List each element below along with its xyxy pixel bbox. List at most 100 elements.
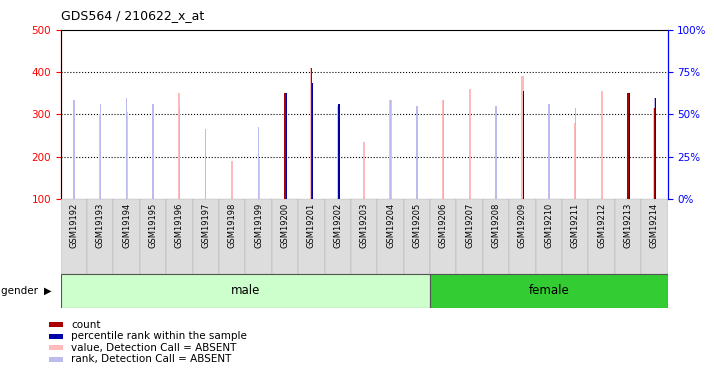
Bar [351, 199, 377, 274]
Bar [483, 199, 509, 274]
Bar [655, 98, 656, 199]
Bar [152, 104, 154, 199]
Bar [403, 199, 430, 274]
Text: GSM19194: GSM19194 [122, 202, 131, 248]
Bar [377, 199, 403, 274]
Bar [114, 199, 140, 274]
Bar [443, 100, 444, 199]
Bar [73, 104, 75, 199]
Bar [99, 114, 101, 199]
Text: GSM19213: GSM19213 [623, 202, 633, 248]
Text: GSM19199: GSM19199 [254, 202, 263, 248]
Bar [389, 100, 391, 199]
Bar [468, 89, 471, 199]
Bar [246, 199, 272, 274]
Bar [231, 161, 233, 199]
Bar [272, 199, 298, 274]
Bar [653, 108, 655, 199]
Text: GSM19192: GSM19192 [69, 202, 79, 248]
Text: ▶: ▶ [44, 286, 52, 296]
Bar [615, 199, 641, 274]
Text: GSM19211: GSM19211 [570, 202, 580, 248]
Bar [258, 159, 260, 199]
Bar [390, 100, 391, 199]
Bar [575, 108, 576, 199]
Text: GSM19206: GSM19206 [439, 202, 448, 248]
Bar [456, 199, 483, 274]
Text: GSM19205: GSM19205 [413, 202, 421, 248]
Text: GSM19195: GSM19195 [149, 202, 158, 248]
Text: GSM19214: GSM19214 [650, 202, 659, 248]
Bar [641, 199, 668, 274]
Bar [338, 104, 340, 199]
Bar [430, 199, 456, 274]
Bar [311, 68, 313, 199]
Bar [284, 93, 286, 199]
Bar [574, 123, 576, 199]
Bar [325, 199, 351, 274]
Bar [87, 199, 114, 274]
Bar [548, 104, 550, 199]
Bar [521, 76, 523, 199]
Bar [629, 93, 630, 199]
Bar [337, 106, 339, 199]
Bar [61, 274, 430, 308]
Text: GSM19212: GSM19212 [597, 202, 606, 248]
Bar [311, 85, 312, 199]
Bar [49, 357, 63, 362]
Bar [126, 98, 127, 199]
Text: count: count [71, 320, 101, 330]
Bar [311, 68, 312, 199]
Bar [178, 93, 181, 199]
Bar [100, 104, 101, 199]
Text: GSM19209: GSM19209 [518, 202, 527, 248]
Bar [49, 334, 63, 339]
Bar [258, 127, 259, 199]
Bar [523, 91, 524, 199]
Bar [178, 108, 180, 199]
Bar [49, 322, 63, 327]
Bar [430, 274, 668, 308]
Bar [562, 199, 588, 274]
Text: GSM19193: GSM19193 [96, 202, 105, 248]
Bar [298, 199, 325, 274]
Text: GSM19202: GSM19202 [333, 202, 342, 248]
Bar [416, 118, 418, 199]
Text: rank, Detection Call = ABSENT: rank, Detection Call = ABSENT [71, 354, 232, 364]
Bar [442, 100, 444, 199]
Bar [49, 345, 63, 350]
Bar [166, 199, 193, 274]
Text: GSM19200: GSM19200 [281, 202, 289, 248]
Bar [588, 199, 615, 274]
Bar [548, 123, 550, 199]
Bar [509, 199, 536, 274]
Text: GSM19204: GSM19204 [386, 202, 395, 248]
Text: GSM19207: GSM19207 [466, 202, 474, 248]
Bar [286, 93, 287, 199]
Text: value, Detection Call = ABSENT: value, Detection Call = ABSENT [71, 343, 237, 353]
Bar [416, 106, 418, 199]
Bar [363, 142, 365, 199]
Bar [219, 199, 246, 274]
Bar [140, 199, 166, 274]
Bar [152, 121, 154, 199]
Bar [312, 83, 313, 199]
Text: percentile rank within the sample: percentile rank within the sample [71, 332, 247, 341]
Text: GSM19201: GSM19201 [307, 202, 316, 248]
Text: gender: gender [1, 286, 41, 296]
Bar [627, 93, 629, 199]
Bar [126, 112, 128, 199]
Text: GSM19198: GSM19198 [228, 202, 237, 248]
Text: female: female [528, 284, 569, 297]
Bar [627, 93, 629, 199]
Bar [653, 108, 655, 199]
Bar [284, 93, 286, 199]
Text: male: male [231, 284, 260, 297]
Bar [600, 91, 603, 199]
Text: GSM19197: GSM19197 [201, 202, 211, 248]
Bar [61, 199, 87, 274]
Bar [654, 98, 655, 199]
Text: GSM19196: GSM19196 [175, 202, 184, 248]
Text: GSM19208: GSM19208 [491, 202, 501, 248]
Bar [536, 199, 562, 274]
